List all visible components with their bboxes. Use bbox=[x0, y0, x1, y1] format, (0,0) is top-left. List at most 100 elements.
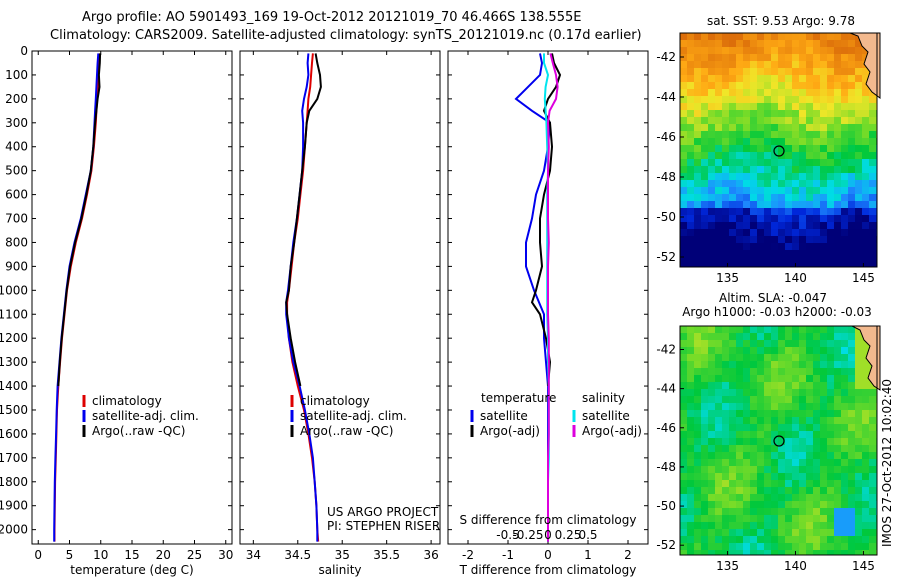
heatmap-cell bbox=[792, 229, 799, 236]
heatmap-cell bbox=[729, 382, 736, 389]
heatmap-cell bbox=[785, 515, 792, 522]
heatmap-cell bbox=[701, 201, 708, 208]
heatmap-cell bbox=[778, 138, 785, 145]
heatmap-cell bbox=[687, 382, 694, 389]
heatmap-cell bbox=[722, 264, 729, 267]
depth-tick-label: 600 bbox=[5, 188, 28, 202]
heatmap-cell bbox=[680, 333, 687, 340]
heatmap-cell bbox=[799, 264, 806, 267]
legend-header: salinity bbox=[582, 391, 625, 405]
legend-entry: satellite-adj. clim. bbox=[300, 409, 407, 423]
heatmap-cell bbox=[834, 487, 841, 494]
heatmap-cell bbox=[792, 382, 799, 389]
heatmap-cell bbox=[736, 257, 743, 264]
heatmap-cell bbox=[806, 103, 813, 110]
heatmap-cell bbox=[708, 68, 715, 75]
heatmap-cell bbox=[827, 536, 834, 543]
salinity-panel: 34 34.5 35 35.5 36 salinity climatologysatel… bbox=[239, 50, 441, 577]
temperature-x-ticks: 0 5 10 15 20 25 30 bbox=[34, 51, 233, 562]
heatmap-cell bbox=[848, 47, 855, 54]
heatmap-cell bbox=[715, 159, 722, 166]
heatmap-cell bbox=[743, 396, 750, 403]
heatmap-cell bbox=[806, 236, 813, 243]
heatmap-cell bbox=[841, 54, 848, 61]
heatmap-cell bbox=[757, 250, 764, 257]
heatmap-cell bbox=[708, 333, 715, 340]
heatmap-cell bbox=[862, 508, 869, 515]
heatmap-cell bbox=[771, 550, 778, 555]
heatmap-cell bbox=[729, 40, 736, 47]
heatmap-cell bbox=[806, 187, 813, 194]
heatmap-cell bbox=[869, 138, 876, 145]
heatmap-cell bbox=[708, 75, 715, 82]
heatmap-cell bbox=[743, 40, 750, 47]
heatmap-cell bbox=[701, 124, 708, 131]
heatmap-cell bbox=[715, 208, 722, 215]
heatmap-cell bbox=[869, 522, 876, 529]
figure-title-line2: Climatology: CARS2009. Satellite-adjuste… bbox=[50, 28, 642, 43]
heatmap-cell bbox=[680, 445, 687, 452]
legend-entry: climatology bbox=[92, 394, 162, 408]
heatmap-cell bbox=[806, 403, 813, 410]
heatmap-cell bbox=[743, 215, 750, 222]
depth-tick-label: 800 bbox=[5, 235, 28, 249]
heatmap-cell bbox=[792, 389, 799, 396]
heatmap-cell bbox=[841, 229, 848, 236]
heatmap-cell bbox=[848, 208, 855, 215]
heatmap-cell bbox=[694, 215, 701, 222]
map-y-tick-label: -48 bbox=[656, 170, 676, 184]
heatmap-cell bbox=[792, 96, 799, 103]
heatmap-cell bbox=[771, 194, 778, 201]
heatmap-cell bbox=[771, 473, 778, 480]
heatmap-cell bbox=[694, 166, 701, 173]
heatmap-cell bbox=[694, 417, 701, 424]
heatmap-cell bbox=[869, 208, 876, 215]
heatmap-cell bbox=[848, 501, 855, 508]
heatmap-cell bbox=[694, 487, 701, 494]
heatmap-cell bbox=[757, 445, 764, 452]
heatmap-cell bbox=[708, 54, 715, 61]
heatmap-cell bbox=[722, 417, 729, 424]
salinity-depth-ticks bbox=[240, 50, 440, 531]
heatmap-cell bbox=[813, 368, 820, 375]
heatmap-cell bbox=[813, 361, 820, 368]
heatmap-cell bbox=[736, 166, 743, 173]
heatmap-cell bbox=[687, 145, 694, 152]
heatmap-cell bbox=[855, 257, 862, 264]
heatmap-cell bbox=[722, 208, 729, 215]
heatmap-cell bbox=[785, 403, 792, 410]
heatmap-cell bbox=[764, 347, 771, 354]
heatmap-cell bbox=[792, 166, 799, 173]
heatmap-cell bbox=[806, 480, 813, 487]
heatmap-cell bbox=[792, 347, 799, 354]
heatmap-cell bbox=[820, 47, 827, 54]
heatmap-cell bbox=[701, 131, 708, 138]
heatmap-cell bbox=[687, 438, 694, 445]
heatmap-cell bbox=[855, 117, 862, 124]
heatmap-cell bbox=[729, 515, 736, 522]
heatmap-cell bbox=[792, 543, 799, 550]
heatmap-cell bbox=[757, 473, 764, 480]
heatmap-cell bbox=[757, 431, 764, 438]
heatmap-cell bbox=[869, 438, 876, 445]
heatmap-cell bbox=[799, 410, 806, 417]
heatmap-cell bbox=[778, 264, 785, 267]
heatmap-cell bbox=[694, 459, 701, 466]
legend-header: temperature bbox=[481, 391, 556, 405]
heatmap-cell bbox=[687, 180, 694, 187]
heatmap-cell bbox=[778, 229, 785, 236]
heatmap-cell bbox=[799, 515, 806, 522]
heatmap-cell bbox=[701, 445, 708, 452]
heatmap-cell bbox=[722, 236, 729, 243]
heatmap-cell bbox=[687, 536, 694, 543]
heatmap-cell bbox=[750, 529, 757, 536]
heatmap-cell bbox=[855, 438, 862, 445]
depth-tick-label: 300 bbox=[5, 116, 28, 130]
heatmap-cell bbox=[820, 396, 827, 403]
heatmap-cell bbox=[722, 431, 729, 438]
heatmap-cell bbox=[708, 40, 715, 47]
heatmap-cell bbox=[848, 103, 855, 110]
heatmap-cell bbox=[855, 550, 862, 555]
heatmap-cell bbox=[764, 340, 771, 347]
heatmap-cell bbox=[750, 480, 757, 487]
